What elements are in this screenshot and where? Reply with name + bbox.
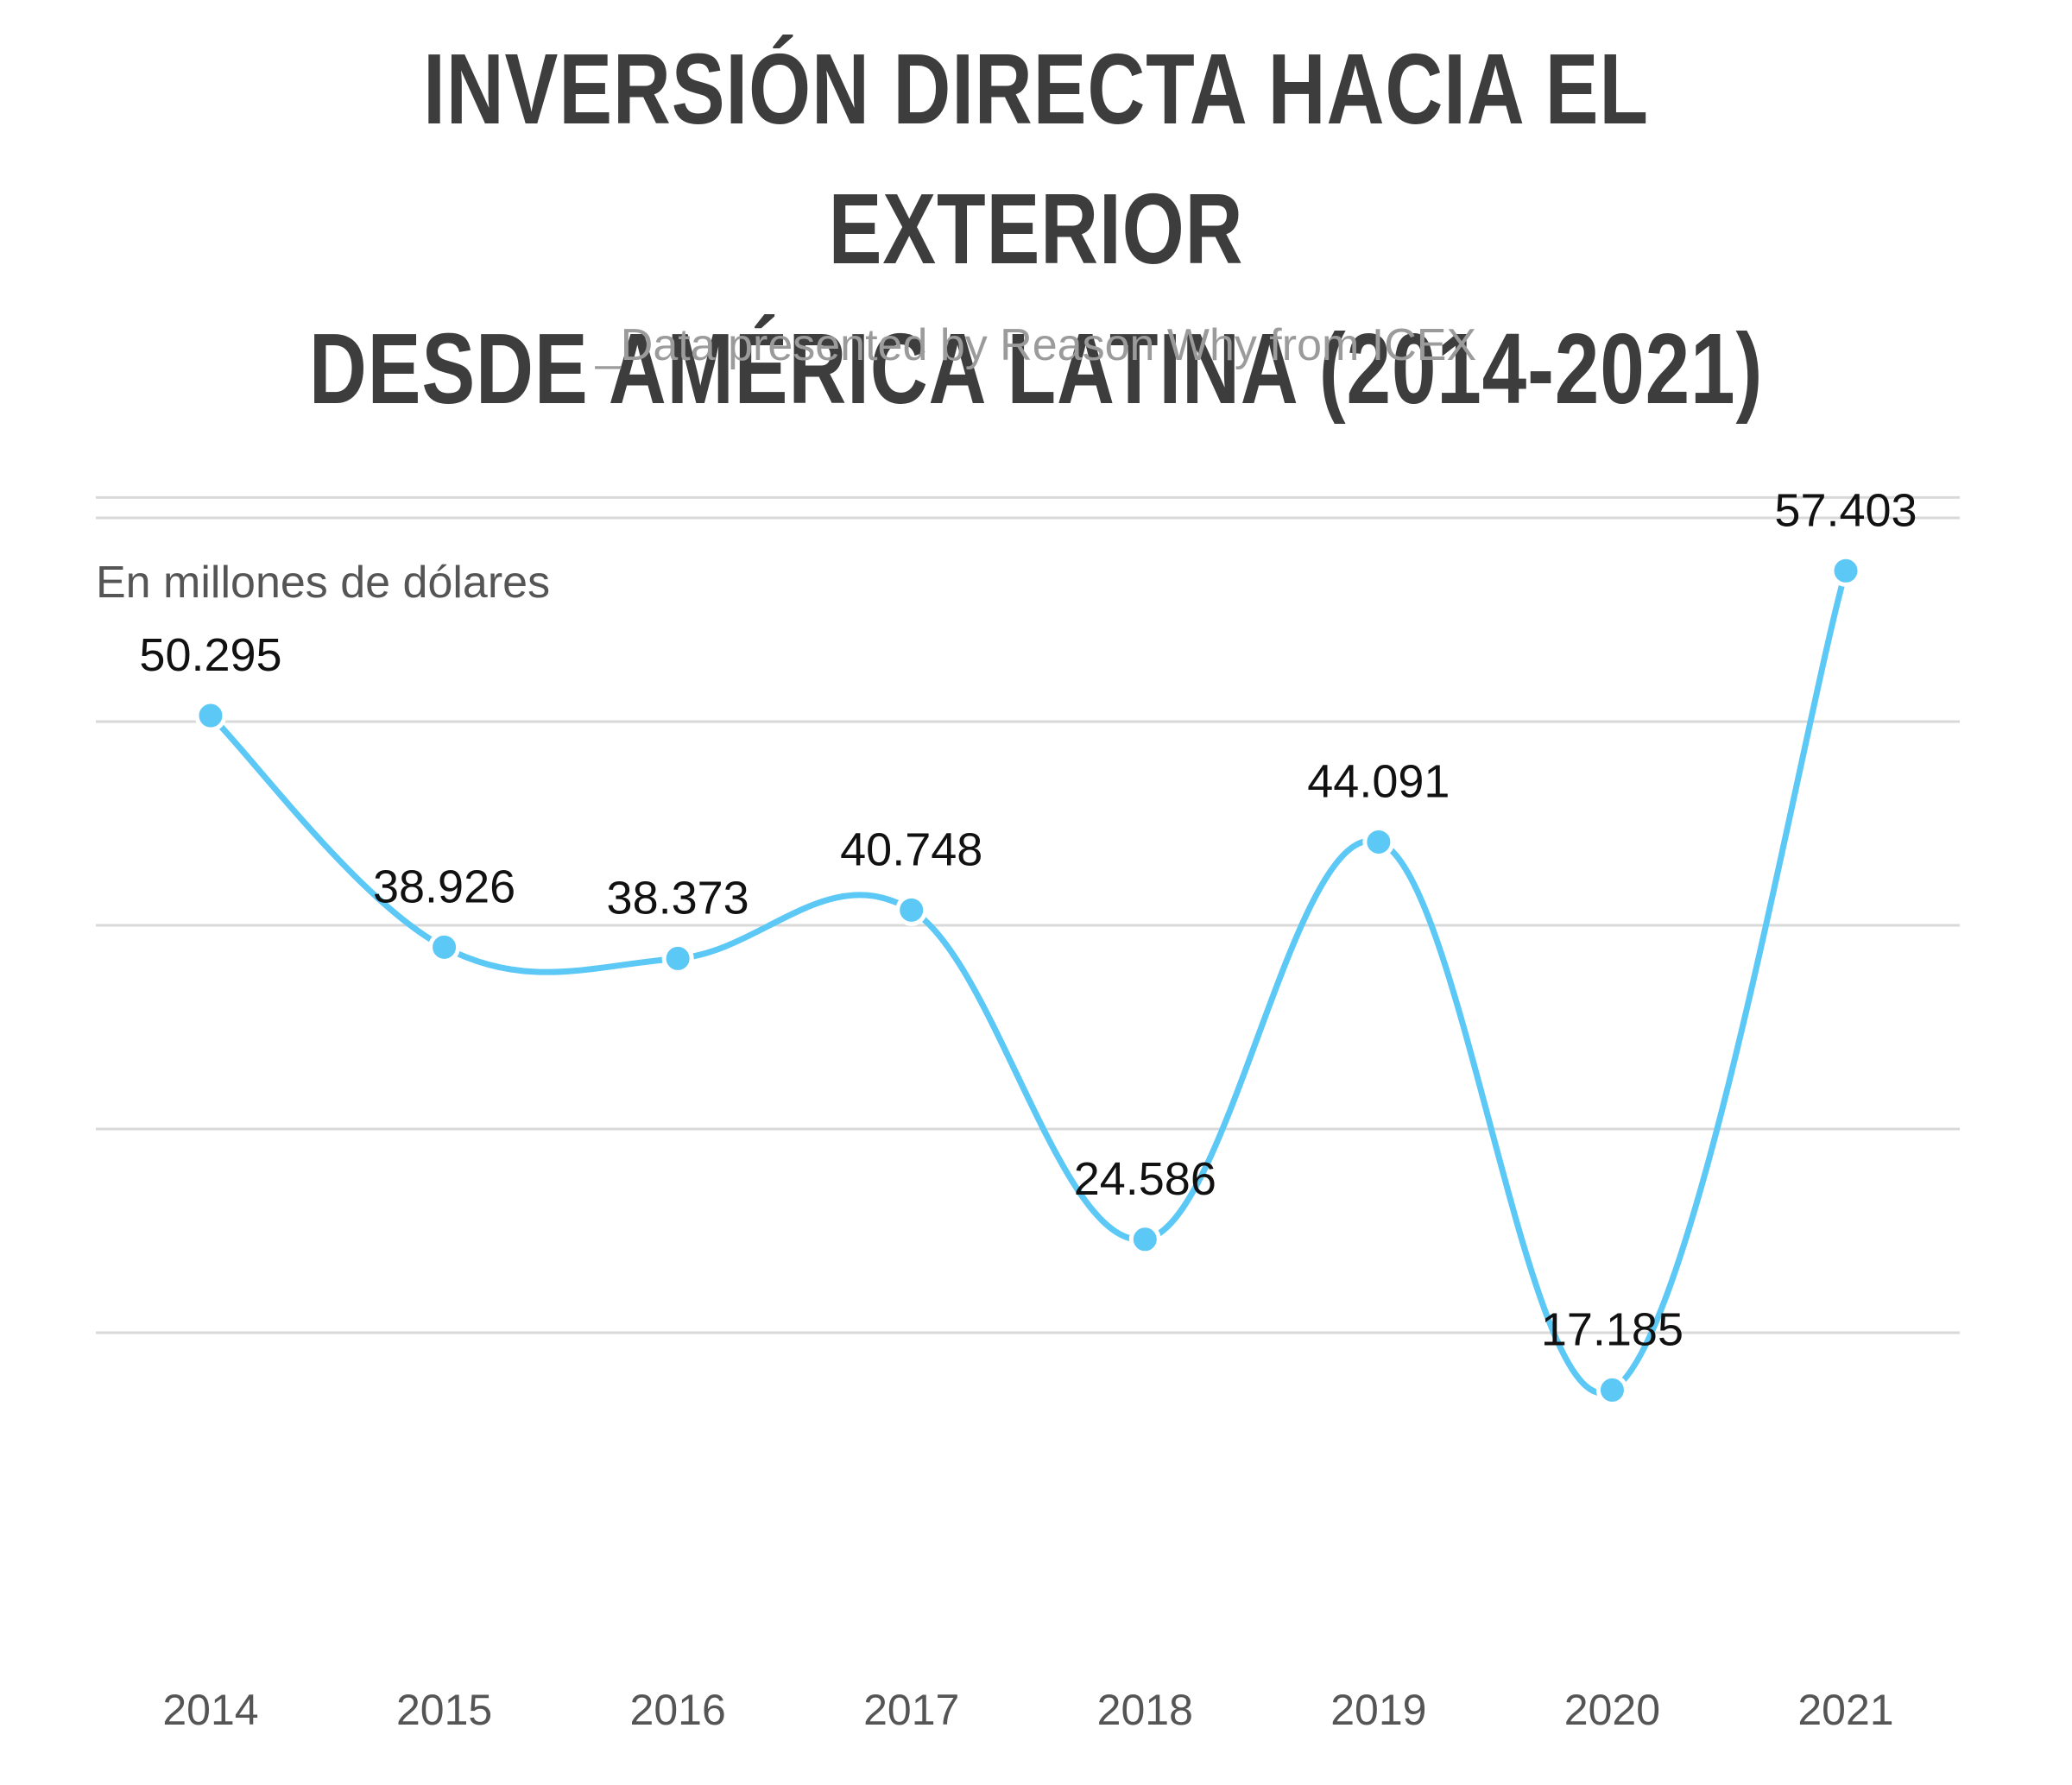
data-point-2014 — [194, 699, 227, 732]
chart-title: INVERSIÓN DIRECTA HACIA EL EXTERIOR DESD… — [207, 19, 1865, 438]
data-label-2014: 50.295 — [139, 629, 281, 681]
series-line-group — [207, 567, 1849, 1397]
data-label-2016: 38.373 — [607, 872, 749, 924]
chart-subtitle: _Data presented by Reason Why from ICEX — [595, 320, 1477, 370]
x-tick-label-2017: 2017 — [863, 1686, 959, 1734]
data-label-2019: 44.091 — [1307, 755, 1450, 807]
x-axis-tick-labels: 2014 2015 2016 2017 2018 2019 2020 2021 — [162, 1686, 1893, 1734]
data-point-2017 — [895, 893, 928, 926]
y-axis-unit-label: En millones de dólares — [96, 558, 551, 608]
data-point-2020 — [1595, 1373, 1628, 1406]
data-point-2018 — [1128, 1223, 1161, 1256]
data-points — [194, 554, 1862, 1406]
gridlines — [96, 495, 1960, 1334]
data-point-2016 — [661, 942, 694, 974]
data-label-2020: 17.185 — [1541, 1303, 1684, 1355]
x-tick-label-2015: 2015 — [396, 1686, 492, 1734]
x-tick-label-2021: 2021 — [1797, 1686, 1893, 1734]
x-tick-label-2020: 2020 — [1564, 1686, 1660, 1734]
data-labels: 50.295 38.926 38.373 40.748 24.586 44.091 17.1… — [139, 484, 1917, 1355]
data-label-2017: 40.748 — [840, 823, 982, 875]
x-tick-label-2019: 2019 — [1330, 1686, 1426, 1734]
data-label-2015: 38.926 — [373, 861, 515, 912]
data-point-2021 — [1829, 554, 1862, 587]
data-point-2019 — [1362, 825, 1395, 858]
x-tick-label-2018: 2018 — [1097, 1686, 1193, 1734]
series-line — [207, 567, 1849, 1397]
x-tick-label-2016: 2016 — [630, 1686, 726, 1734]
chart-title-line-2: DESDE AMÉRICA LATINA (2014-2021) — [308, 312, 1764, 425]
data-label-2021: 57.403 — [1774, 484, 1917, 536]
data-label-2018: 24.586 — [1074, 1153, 1216, 1205]
x-tick-label-2014: 2014 — [162, 1686, 258, 1734]
chart-title-line-1: INVERSIÓN DIRECTA HACIA EL EXTERIOR — [423, 33, 1649, 285]
data-point-2015 — [428, 930, 461, 963]
